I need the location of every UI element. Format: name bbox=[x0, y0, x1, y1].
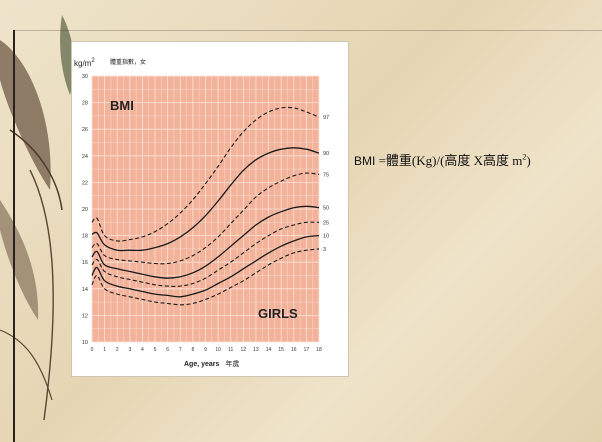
y-tick-label: 26 bbox=[82, 127, 88, 133]
y-axis-unit: kg/m2 bbox=[74, 58, 95, 68]
x-tick-label: 2 bbox=[116, 347, 119, 353]
bmi-formula-caption: BMI =體重(Kg)/(高度 X高度 m2) bbox=[354, 150, 531, 169]
x-tick-label: 16 bbox=[291, 347, 297, 353]
series-end-labels: 97 90 75 50 25 10 3 bbox=[323, 115, 329, 253]
x-tick-label: 6 bbox=[166, 347, 169, 353]
x-tick-label: 18 bbox=[316, 347, 322, 353]
y-tick-label: 22 bbox=[82, 180, 88, 186]
percentile-label-90: 90 bbox=[323, 151, 329, 157]
y-tick-label: 14 bbox=[82, 287, 88, 293]
y-axis-unit-sup: 2 bbox=[91, 58, 95, 64]
x-tick-label: 7 bbox=[179, 347, 182, 353]
y-tick-label: 10 bbox=[82, 340, 88, 346]
y-tick-label: 12 bbox=[82, 313, 88, 319]
percentile-curve-25 bbox=[91, 221, 320, 287]
bmi-chart-panel: 10 12 14 16 18 20 22 24 26 28 30 0 1 2 3 4 5 6 7 8 9 10 11 12 1… bbox=[71, 41, 349, 377]
grid-lines bbox=[91, 75, 320, 343]
x-tick-label: 4 bbox=[141, 347, 144, 353]
formula-expression: =體重(Kg)/(高度 X高度 m bbox=[378, 153, 523, 168]
x-tick-label: 13 bbox=[253, 347, 259, 353]
percentile-curve-75 bbox=[91, 172, 320, 265]
percentile-label-10: 10 bbox=[323, 234, 329, 240]
y-tick-label: 24 bbox=[82, 154, 88, 160]
x-tick-label: 14 bbox=[266, 347, 272, 353]
x-tick-label: 3 bbox=[128, 347, 131, 353]
percentile-label-50: 50 bbox=[323, 206, 329, 212]
percentile-curve-50 bbox=[91, 205, 320, 279]
x-tick-label: 9 bbox=[204, 347, 207, 353]
percentile-curve-10 bbox=[91, 234, 320, 298]
x-axis-title-cn: 年歲 bbox=[225, 359, 239, 368]
y-axis-unit-text: kg/m bbox=[74, 59, 92, 68]
y-tick-label: 30 bbox=[82, 74, 88, 80]
percentile-curve-97 bbox=[91, 106, 320, 242]
x-tick-label: 10 bbox=[215, 347, 221, 353]
x-tick-label: 8 bbox=[191, 347, 194, 353]
frame-left-line bbox=[13, 30, 15, 442]
percentile-label-3: 3 bbox=[323, 247, 326, 253]
y-tick-label: 28 bbox=[82, 101, 88, 107]
y-tick-label: 18 bbox=[82, 234, 88, 240]
formula-close-paren: ) bbox=[526, 153, 531, 168]
percentile-curves bbox=[91, 106, 320, 306]
x-axis-tick-labels: 0 1 2 3 4 5 6 7 8 9 10 11 12 13 14 15 16 17 18 bbox=[91, 347, 322, 353]
y-axis-chinese-label: 體重指數，女 bbox=[110, 58, 146, 66]
chart-title: BMI bbox=[110, 98, 134, 113]
x-tick-label: 1 bbox=[103, 347, 106, 353]
eucalyptus-leaves-decoration bbox=[0, 15, 75, 421]
x-tick-label: 17 bbox=[304, 347, 310, 353]
percentile-curve-3 bbox=[91, 248, 320, 306]
x-tick-label: 5 bbox=[154, 347, 157, 353]
percentile-curve-90 bbox=[91, 147, 320, 252]
x-tick-label: 0 bbox=[91, 347, 94, 353]
x-axis-title: Age, years 年歲 bbox=[184, 359, 239, 368]
x-axis-title-text: Age, years bbox=[184, 361, 220, 368]
formula-bmi-word: BMI bbox=[354, 154, 376, 168]
percentile-label-97: 97 bbox=[323, 115, 329, 121]
y-tick-label: 16 bbox=[82, 260, 88, 266]
x-tick-label: 11 bbox=[228, 347, 233, 353]
x-tick-label: 15 bbox=[278, 347, 284, 353]
y-axis-tick-labels: 10 12 14 16 18 20 22 24 26 28 30 bbox=[82, 74, 88, 346]
formula-superscript: 2 bbox=[522, 152, 527, 162]
percentile-label-75: 75 bbox=[323, 172, 329, 178]
frame-top-line bbox=[13, 30, 602, 31]
y-tick-label: 20 bbox=[82, 207, 88, 213]
girls-label: GIRLS bbox=[258, 306, 298, 321]
x-tick-label: 12 bbox=[241, 347, 247, 353]
percentile-label-25: 25 bbox=[323, 220, 329, 226]
